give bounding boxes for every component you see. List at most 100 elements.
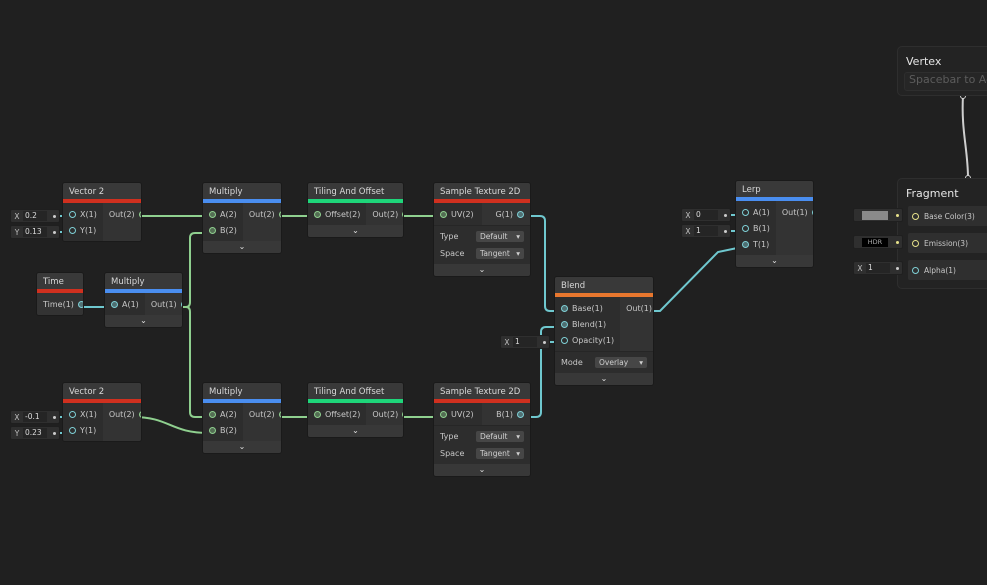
input-port[interactable]: T(1) [736, 236, 776, 252]
type-dropdown[interactable]: Default ▾ [476, 431, 524, 442]
port-dot-icon[interactable] [402, 410, 403, 418]
input-port[interactable]: B(2) [203, 222, 243, 238]
input-field-v2a_x[interactable]: X 0.2 [10, 209, 60, 223]
input-port[interactable]: UV(2) [434, 406, 482, 422]
node-multM[interactable]: Multiply A(1) Out(1) ⌄ [104, 272, 183, 328]
output-port[interactable]: Out(1) [620, 300, 653, 316]
collapse-chevron-icon[interactable]: ⌄ [308, 425, 403, 437]
output-port[interactable]: Time(1) [37, 296, 83, 312]
port-dot-icon[interactable] [440, 410, 447, 418]
collapse-chevron-icon[interactable]: ⌄ [434, 464, 530, 476]
node-lerp[interactable]: Lerp A(1) B(1) T(1) Out(1) ⌄ [735, 180, 814, 268]
collapse-chevron-icon[interactable]: ⌄ [736, 255, 813, 267]
field-value[interactable]: 0.2 [23, 211, 47, 221]
node-vec2a[interactable]: Vector 2 X(1) Y(1) Out(2) [62, 182, 142, 242]
port-dot-icon[interactable] [912, 212, 919, 220]
field-value[interactable]: 1 [513, 337, 537, 347]
field-value[interactable]: 1 [694, 226, 718, 236]
input-port[interactable]: A(1) [105, 296, 145, 312]
field-value[interactable]: 0.23 [23, 428, 47, 438]
port-dot-icon[interactable] [517, 410, 524, 418]
port-dot-icon[interactable] [278, 410, 281, 418]
edge-wire[interactable] [645, 246, 743, 312]
output-port[interactable]: Out(2) [243, 206, 281, 222]
port-dot-icon[interactable] [742, 208, 749, 216]
port-dot-icon[interactable] [912, 239, 919, 247]
port-dot-icon[interactable] [69, 210, 76, 218]
port-dot-icon[interactable] [77, 300, 83, 308]
port-dot-icon[interactable] [517, 210, 524, 218]
output-port[interactable]: Out(2) [103, 206, 141, 222]
input-port[interactable]: Base(1) [555, 300, 620, 316]
collapse-chevron-icon[interactable]: ⌄ [105, 315, 182, 327]
input-port[interactable]: A(2) [203, 206, 243, 222]
input-port[interactable]: B(2) [203, 422, 243, 438]
node-tileA[interactable]: Tiling And Offset Offset(2) Out(2) ⌄ [307, 182, 404, 238]
port-dot-icon[interactable] [314, 210, 321, 218]
port-dot-icon[interactable] [278, 210, 281, 218]
fragment-port[interactable]: Emission(3) [908, 233, 987, 253]
node-multB[interactable]: Multiply A(2) B(2) Out(2) ⌄ [202, 382, 282, 454]
space-dropdown[interactable]: Tangent ▾ [476, 448, 524, 459]
output-port[interactable]: B(1) [490, 406, 530, 422]
input-field-v2b_x[interactable]: X -0.1 [10, 410, 60, 424]
input-port[interactable]: Y(1) [63, 222, 103, 238]
port-dot-icon[interactable] [742, 240, 749, 248]
output-port[interactable]: Out(2) [103, 406, 141, 422]
node-time[interactable]: Time Time(1) [36, 272, 84, 316]
port-dot-icon[interactable] [138, 410, 141, 418]
input-port[interactable]: Y(1) [63, 422, 103, 438]
port-dot-icon[interactable] [111, 300, 118, 308]
port-dot-icon[interactable] [209, 410, 216, 418]
port-dot-icon[interactable] [209, 426, 216, 434]
input-field-v2a_y[interactable]: Y 0.13 [10, 225, 60, 239]
edge-wire[interactable] [961, 95, 969, 179]
output-port[interactable]: Out(1) [145, 296, 182, 312]
node-multA[interactable]: Multiply A(2) B(2) Out(2) ⌄ [202, 182, 282, 254]
collapse-chevron-icon[interactable]: ⌄ [308, 225, 403, 237]
input-port[interactable]: Offset(2) [308, 206, 366, 222]
input-port[interactable]: Offset(2) [308, 406, 366, 422]
field-value[interactable]: 1 [866, 263, 890, 273]
edge-wire[interactable] [132, 416, 210, 434]
input-port[interactable]: X(1) [63, 406, 103, 422]
input-port[interactable]: B(1) [736, 220, 776, 236]
port-dot-icon[interactable] [561, 336, 568, 344]
port-dot-icon[interactable] [440, 210, 447, 218]
output-port[interactable]: Out(2) [366, 406, 403, 422]
input-port[interactable]: X(1) [63, 206, 103, 222]
vertex-add-node-placeholder[interactable]: Spacebar to Add Node [904, 72, 987, 91]
port-dot-icon[interactable] [314, 410, 321, 418]
space-dropdown[interactable]: Tangent ▾ [476, 248, 524, 259]
vertex-block[interactable]: Vertex Spacebar to Add Node [897, 46, 987, 96]
field-value[interactable]: 0 [694, 210, 718, 220]
output-port[interactable]: Out(2) [243, 406, 281, 422]
collapse-chevron-icon[interactable]: ⌄ [555, 373, 653, 385]
port-dot-icon[interactable] [69, 410, 76, 418]
port-dot-icon[interactable] [912, 266, 919, 274]
port-dot-icon[interactable] [209, 210, 216, 218]
node-sampA[interactable]: Sample Texture 2D UV(2) G(1) Type Default ▾ Sp… [433, 182, 531, 277]
port-dot-icon[interactable] [561, 304, 568, 312]
field-value[interactable]: 0.13 [23, 227, 47, 237]
port-dot-icon[interactable] [209, 226, 216, 234]
port-dot-icon[interactable] [138, 210, 141, 218]
color-swatch[interactable] [853, 208, 903, 222]
input-port[interactable]: A(2) [203, 406, 243, 422]
port-dot-icon[interactable] [742, 224, 749, 232]
port-dot-icon[interactable] [180, 300, 182, 308]
input-port[interactable]: A(1) [736, 204, 776, 220]
field-value[interactable]: -0.1 [23, 412, 47, 422]
port-dot-icon[interactable] [69, 226, 76, 234]
fragment-block[interactable]: Fragment Base Color(3) Emission(3) Alpha(1… [897, 178, 987, 289]
node-blend[interactable]: Blend Base(1) Blend(1) Opacity(1) Out(1) Mode… [554, 276, 654, 386]
port-dot-icon[interactable] [561, 320, 568, 328]
port-dot-icon[interactable] [69, 426, 76, 434]
mode-dropdown[interactable]: Overlay ▾ [595, 357, 647, 368]
fragment-port[interactable]: Alpha(1) [908, 260, 987, 280]
port-dot-icon[interactable] [811, 208, 813, 216]
